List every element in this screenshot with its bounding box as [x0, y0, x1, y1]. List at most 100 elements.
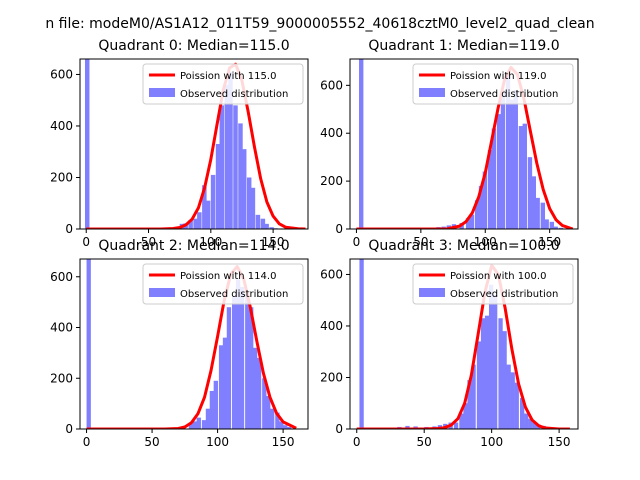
- histogram-bar: [502, 331, 507, 429]
- axes-frame: [79, 58, 309, 230]
- y-tick-label: 600: [320, 78, 343, 92]
- histogram-bar: [531, 176, 537, 229]
- x-tick-label: 100: [199, 235, 222, 249]
- histogram-bar: [478, 185, 484, 229]
- histogram-bar: [528, 418, 533, 429]
- histogram-bar: [226, 307, 232, 429]
- histogram-bar: [264, 223, 269, 229]
- y-tick-label: 0: [65, 422, 73, 436]
- histogram-bar: [270, 408, 275, 429]
- histogram-bar: [205, 200, 211, 229]
- histogram-bar: [235, 279, 241, 429]
- histogram-bar: [210, 174, 216, 229]
- plot-area: [356, 259, 570, 429]
- histogram-bar: [275, 412, 280, 429]
- legend-bar-swatch: [419, 288, 445, 297]
- histogram-bar: [459, 413, 464, 429]
- histogram-bar: [246, 177, 252, 229]
- histogram-bar: [535, 197, 540, 229]
- histogram-bar: [519, 398, 525, 429]
- chart-panel-3: 0 50 100 150 0 200 400 600 Quadrant 3: Median=10…: [320, 238, 579, 449]
- histogram-bar: [549, 221, 555, 229]
- x-tick-label: 50: [144, 435, 159, 449]
- chart-title: Quadrant 2: Median=114.0: [98, 238, 289, 254]
- histogram-bar: [238, 123, 243, 229]
- histogram-bar: [518, 126, 524, 229]
- histogram-bar: [287, 426, 292, 429]
- legend-label-observed: Observed distribution: [450, 289, 558, 300]
- y-tick-label: 400: [320, 126, 343, 140]
- histogram-bar: [532, 422, 537, 429]
- legend-box: [412, 63, 574, 105]
- histogram-bar: [279, 421, 284, 429]
- histogram-bar: [86, 259, 91, 429]
- histogram-bar: [197, 212, 202, 229]
- legend-label-poisson: Poission with 115.0: [180, 71, 276, 82]
- histogram-bar: [252, 347, 258, 429]
- y-tick-label: 200: [50, 170, 73, 184]
- legend-box: [412, 263, 574, 305]
- x-tick-label: 50: [417, 435, 432, 449]
- legend-label-observed: Observed distribution: [180, 89, 288, 100]
- histogram-bar: [359, 59, 364, 229]
- histogram-bar: [262, 378, 267, 429]
- histogram-bar: [469, 214, 475, 229]
- histogram-bar: [218, 345, 224, 429]
- x-tick-label: 150: [538, 235, 561, 249]
- chart-title: Quadrant 0: Median=115.0: [98, 38, 289, 54]
- histogram-bar: [493, 295, 498, 429]
- y-tick-label: 200: [320, 174, 343, 188]
- legend-bar-swatch: [149, 288, 175, 297]
- y-tick-label: 200: [50, 371, 73, 385]
- histogram-bar: [553, 226, 558, 229]
- histogram-bar: [484, 315, 490, 429]
- legend-box: [142, 263, 304, 305]
- figure-suptitle: n file: modeM0/AS1A12_011T59_9000005552_…: [45, 16, 594, 32]
- y-tick-label: 400: [50, 321, 73, 335]
- x-tick-label: 150: [548, 435, 571, 449]
- histogram-bar: [193, 218, 198, 229]
- histogram-bar: [471, 364, 476, 429]
- histogram-bar: [558, 227, 564, 229]
- y-tick-label: 200: [320, 370, 343, 384]
- histogram-bar: [205, 408, 211, 429]
- histogram-bar: [544, 219, 549, 229]
- histogram-bar: [250, 187, 256, 229]
- histogram-bar: [255, 214, 261, 229]
- histogram-bar: [480, 318, 486, 429]
- histogram-bar: [201, 420, 207, 429]
- axes-frame: [349, 58, 579, 230]
- chart-title: Quadrant 3: Median=100.0: [368, 238, 559, 254]
- x-tick-label: 100: [474, 235, 497, 249]
- y-tick-label: 600: [50, 67, 73, 81]
- histogram-bar: [465, 218, 471, 229]
- histogram-bar: [498, 318, 503, 429]
- histogram-bar: [453, 422, 459, 429]
- legend-label-poisson: Poission with 119.0: [450, 71, 546, 82]
- histogram-bar: [505, 73, 511, 229]
- histogram-bar: [213, 380, 218, 429]
- histogram-bar: [249, 307, 254, 429]
- x-tick-label: 0: [83, 435, 91, 449]
- histogram-bar: [269, 227, 274, 229]
- histogram-bar: [202, 185, 207, 229]
- histogram-bar: [524, 413, 529, 429]
- y-tick-label: 400: [50, 119, 73, 133]
- histogram-bar: [514, 382, 519, 429]
- histogram-bar: [256, 357, 262, 429]
- histogram-bar: [476, 341, 482, 429]
- legend-label-poisson: Poission with 114.0: [180, 271, 276, 282]
- histogram-bar: [224, 84, 230, 229]
- x-tick-label: 150: [262, 235, 285, 249]
- histogram-bar: [228, 71, 233, 229]
- histogram-bar: [260, 218, 266, 229]
- y-tick-label: 600: [320, 267, 343, 281]
- x-tick-label: 100: [206, 435, 229, 449]
- x-tick-label: 50: [141, 235, 156, 249]
- legend-box: [142, 63, 304, 105]
- axes-frame: [79, 258, 309, 430]
- histogram-bar: [463, 403, 468, 429]
- histogram-bar: [513, 90, 518, 229]
- histogram-bar: [245, 294, 250, 429]
